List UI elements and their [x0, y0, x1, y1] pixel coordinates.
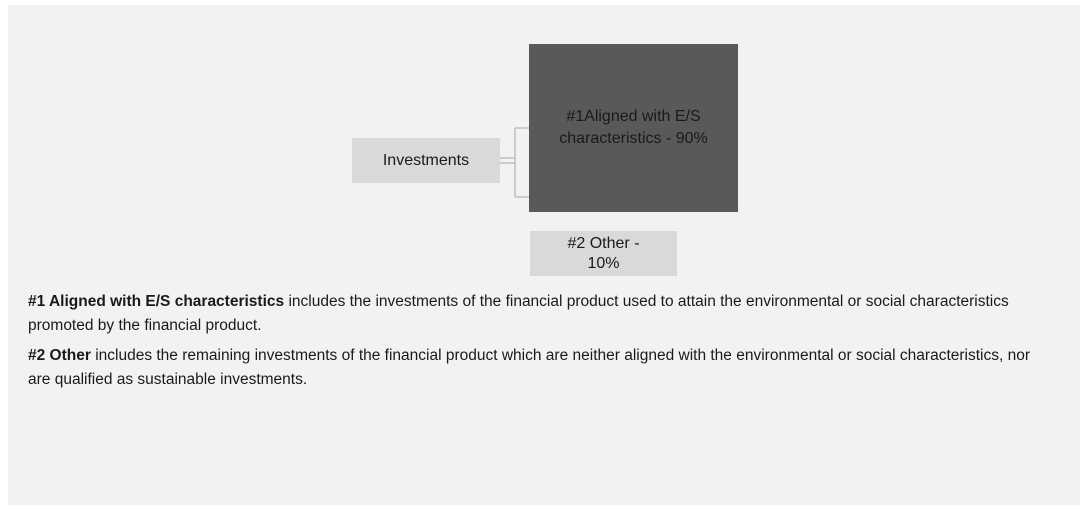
node-label: #1Aligned with E/S characteristics - 90%: [559, 108, 708, 147]
investments-node: Investments: [352, 138, 500, 183]
node-label: Investments: [382, 151, 470, 169]
panel: Investments #1Aligned with E/S character…: [8, 5, 1080, 505]
other-node: #2 Other - 10%: [530, 231, 677, 276]
note: #2 Other includes the remaining investme…: [28, 344, 1038, 392]
note: #1 Aligned with E/S characteristics incl…: [28, 290, 1038, 338]
note-term: #2 Other: [28, 347, 91, 364]
connectors: [500, 127, 529, 198]
note-term: #1 Aligned with E/S characteristics: [28, 293, 285, 310]
node-label: #2 Other - 10%: [567, 234, 640, 272]
note-text: includes the investments of the financia…: [28, 293, 1009, 334]
note-text: includes the remaining investments of th…: [28, 347, 1030, 388]
aligned-node: #1Aligned with E/S characteristics - 90%: [529, 44, 738, 212]
